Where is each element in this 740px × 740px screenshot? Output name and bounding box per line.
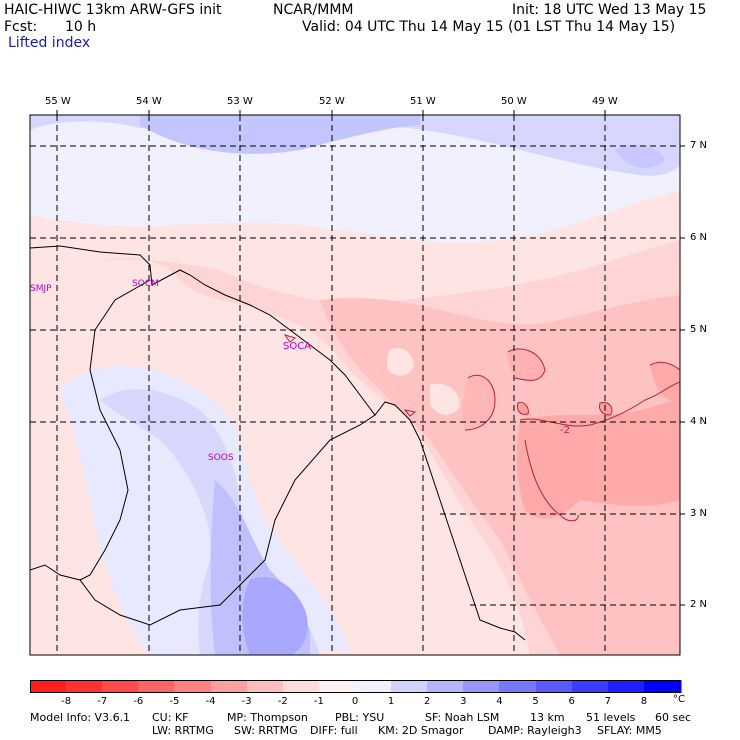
forecast-hour: 10 h <box>65 19 97 35</box>
station-soca: SOCA <box>283 341 312 352</box>
legend-tick: 0 <box>351 696 359 707</box>
lat-label: 6 N <box>690 232 708 243</box>
legend-tick: -6 <box>133 696 144 707</box>
lat-label: 2 N <box>690 599 708 610</box>
init-time: Init: 18 UTC Wed 13 May 15 <box>512 2 707 18</box>
legend-tick: -8 <box>61 696 72 707</box>
legend-tick: 7 <box>604 696 611 707</box>
coastline <box>30 245 526 641</box>
footer-pbl: PBL: YSU <box>335 711 385 724</box>
footer-cu: CU: KF <box>152 711 189 724</box>
org-label: NCAR/MMM <box>273 2 354 18</box>
border-west <box>79 279 151 581</box>
legend-tick: 1 <box>387 696 395 707</box>
forecast-label: Fcst: <box>4 19 38 35</box>
station-soos: SOOS <box>208 453 234 463</box>
legend-tick: -3 <box>241 696 252 707</box>
footer-diff: DIFF: full <box>310 724 358 737</box>
lon-label: 50 W <box>501 96 527 107</box>
legend-tick: -1 <box>313 696 324 707</box>
footer-km: KM: 2D Smagor <box>378 724 464 737</box>
footer-damp: DAMP: Rayleigh3 <box>488 724 582 737</box>
lat-label: 7 N <box>690 140 708 151</box>
footer-sflay: SFLAY: MM5 <box>597 724 662 737</box>
legend-tick: -7 <box>97 696 108 707</box>
lon-label: 55 W <box>45 96 71 107</box>
lon-label: 52 W <box>319 96 345 107</box>
lat-label: 3 N <box>690 508 708 519</box>
station-smjp: SMJP <box>30 284 52 294</box>
legend-tick: 6 <box>568 696 575 707</box>
footer-mp: MP: Thompson <box>227 711 308 724</box>
valid-time: Valid: 04 UTC Thu 14 May 15 (01 LST Thu … <box>302 19 676 35</box>
lat-label: 4 N <box>690 416 708 427</box>
lon-label: 51 W <box>410 96 436 107</box>
footer-resolution: 13 km <box>530 711 565 724</box>
graticule <box>30 115 680 655</box>
legend-tick: -2 <box>277 696 288 707</box>
model-title: HAIC-HIWC 13km ARW-GFS init <box>4 2 222 18</box>
footer-model-info: Model Info: V3.6.1 <box>30 711 131 724</box>
legend-tick: 5 <box>532 696 539 707</box>
legend-tick: -4 <box>205 696 216 707</box>
footer-sw: SW: RRTMG <box>234 724 298 737</box>
contour-label: -2 <box>560 425 570 436</box>
footer-timestep: 60 sec <box>655 711 692 724</box>
field-name: Lifted index <box>8 35 91 51</box>
station-socm: SOCM <box>132 279 159 289</box>
lat-label: 5 N <box>690 324 708 335</box>
legend-tick: 4 <box>496 696 503 707</box>
lon-label: 53 W <box>227 96 253 107</box>
footer-sf: SF: Noah LSM <box>425 711 500 724</box>
legend-unit: °C <box>673 694 685 705</box>
footer-lw: LW: RRTMG <box>152 724 214 737</box>
legend-tick: -5 <box>169 696 180 707</box>
legend-swatch <box>643 680 682 693</box>
lon-label: 54 W <box>136 96 162 107</box>
legend-tick: 8 <box>640 696 648 707</box>
map-frame <box>29 114 681 656</box>
legend-tick: 3 <box>460 696 467 707</box>
footer-levels: 51 levels <box>586 711 636 724</box>
border-south <box>30 414 376 626</box>
legend-frame <box>30 680 680 693</box>
legend-tick: 2 <box>424 696 431 707</box>
lon-label: 49 W <box>592 96 618 107</box>
